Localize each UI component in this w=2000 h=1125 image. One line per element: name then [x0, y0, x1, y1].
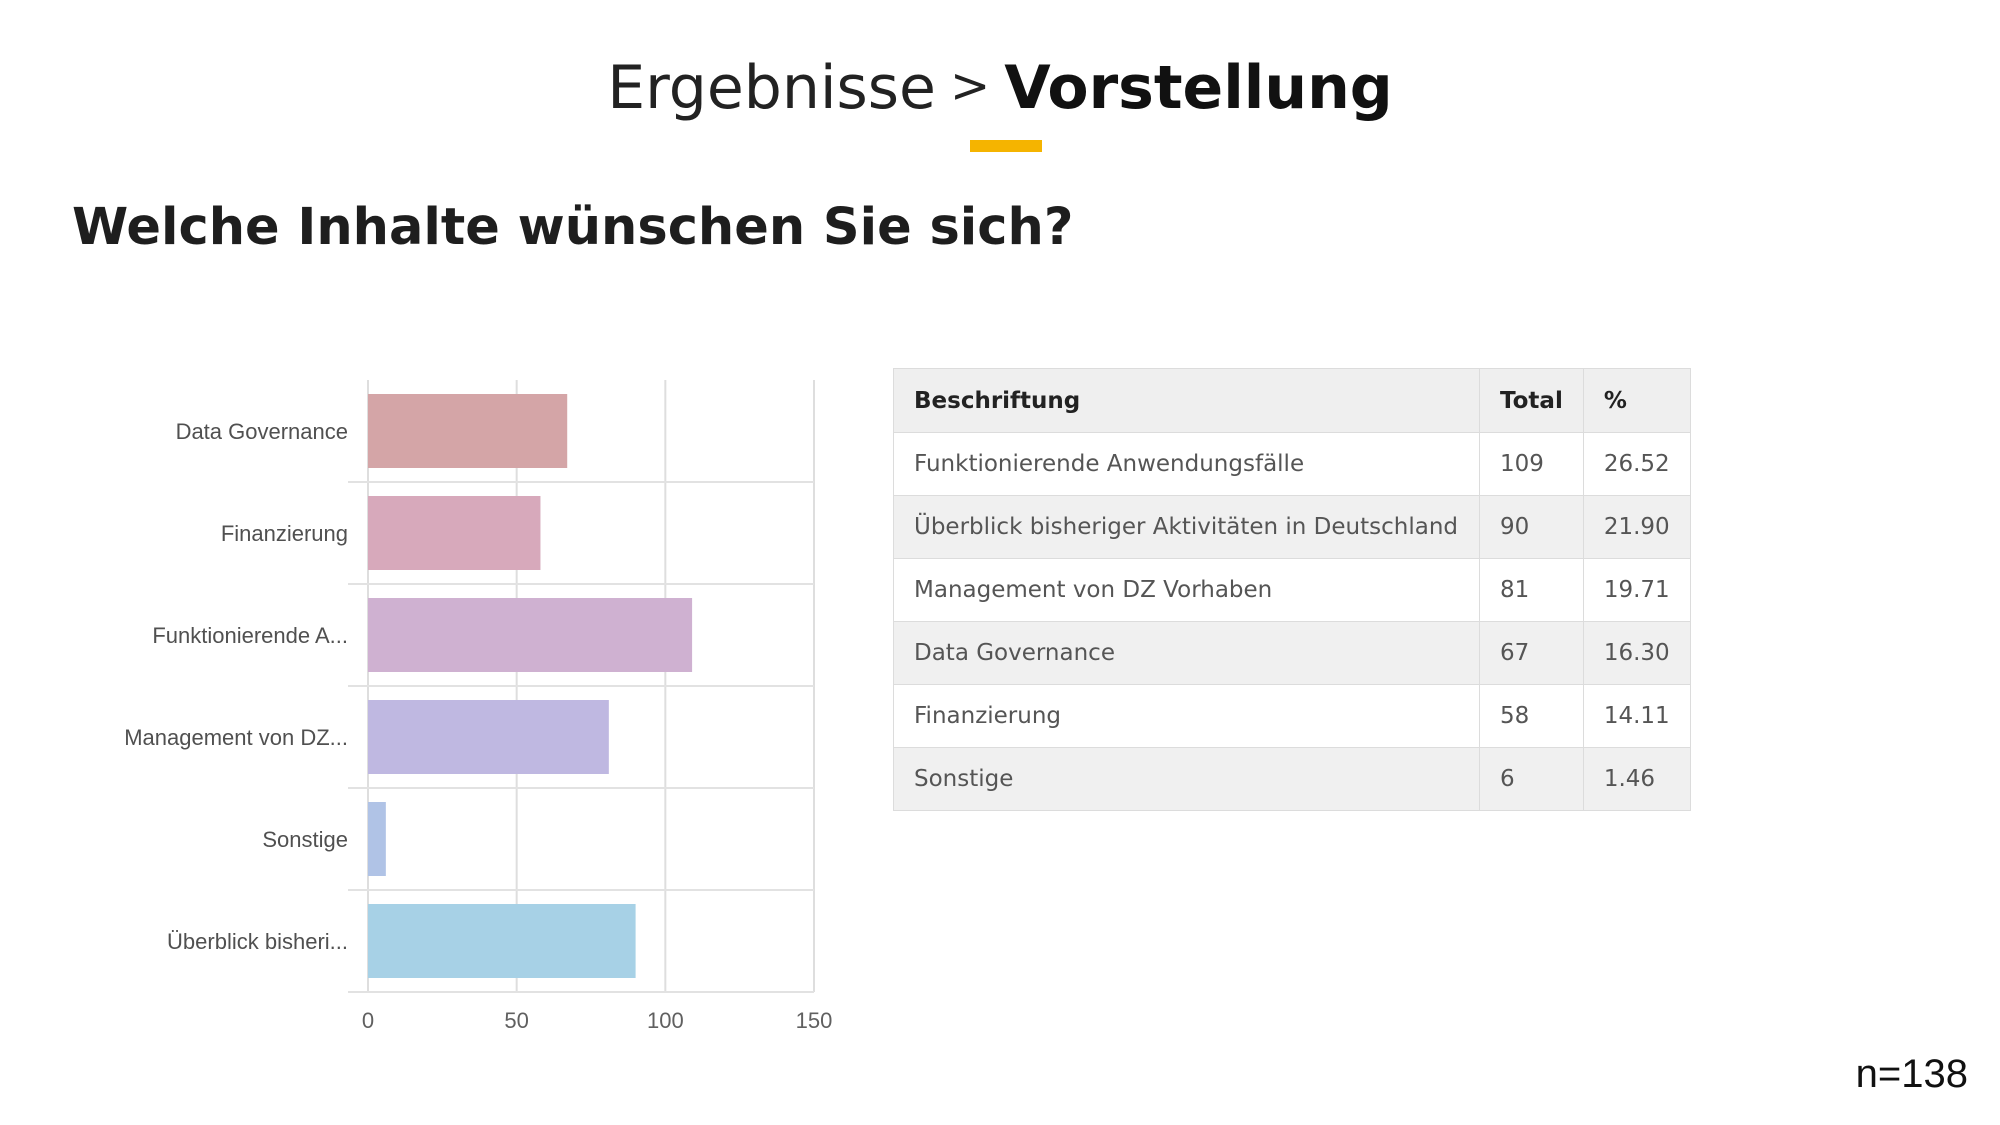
- row-percent: 26.52: [1582, 432, 1691, 496]
- row-total: 90: [1479, 495, 1584, 559]
- row-percent: 1.46: [1582, 747, 1691, 811]
- bar-chart: Data Governance Finanzierung Funktionieren…: [124, 380, 833, 1033]
- title-section: Ergebnisse: [607, 53, 936, 123]
- x-tick-label: 100: [647, 1008, 684, 1033]
- question-heading: Welche Inhalte wünschen Sie sich?: [72, 198, 1074, 257]
- page-title: Ergebnisse > Vorstellung: [0, 46, 2000, 128]
- table-row: Data Governance 67 16.30: [893, 621, 1691, 685]
- row-percent: 21.90: [1582, 495, 1691, 559]
- row-label: Finanzierung: [893, 684, 1480, 748]
- x-tick-label: 150: [796, 1008, 833, 1033]
- category-label: Funktionierende A...: [152, 623, 348, 648]
- header-percent: %: [1582, 368, 1691, 433]
- header-label: Beschriftung: [893, 368, 1480, 433]
- category-label: Data Governance: [176, 419, 348, 444]
- category-label: Finanzierung: [221, 521, 348, 546]
- row-label: Management von DZ Vorhaben: [893, 558, 1480, 622]
- title-separator: >: [949, 58, 991, 114]
- x-tick-label: 0: [362, 1008, 374, 1033]
- bar: [368, 700, 609, 774]
- row-label: Data Governance: [893, 621, 1480, 685]
- row-total: 67: [1479, 621, 1584, 685]
- title-accent-bar: [970, 140, 1042, 152]
- category-label: Sonstige: [262, 827, 348, 852]
- row-percent: 14.11: [1582, 684, 1691, 748]
- table-row: Finanzierung 58 14.11: [893, 684, 1691, 748]
- bar: [368, 394, 568, 468]
- bar: [368, 802, 386, 876]
- category-label: Überblick bisheri...: [167, 929, 348, 954]
- title-subsection: Vorstellung: [1004, 53, 1393, 123]
- table-row: Management von DZ Vorhaben 81 19.71: [893, 558, 1691, 622]
- row-total: 6: [1479, 747, 1584, 811]
- header-total: Total: [1479, 368, 1584, 433]
- x-tick-label: 50: [504, 1008, 528, 1033]
- row-total: 109: [1479, 432, 1584, 496]
- bar: [368, 496, 541, 570]
- table-row: Überblick bisheriger Aktivitäten in Deut…: [893, 495, 1691, 559]
- sample-size-note: n=138: [1855, 1052, 1968, 1096]
- row-total: 81: [1479, 558, 1584, 622]
- row-percent: 19.71: [1582, 558, 1691, 622]
- table-header-row: Beschriftung Total %: [893, 368, 1691, 433]
- table-row: Sonstige 6 1.46: [893, 747, 1691, 811]
- bar: [368, 904, 636, 978]
- results-table: Beschriftung Total % Funktionierende Anw…: [893, 368, 1691, 811]
- bar: [368, 598, 693, 672]
- row-label: Funktionierende Anwendungsfälle: [893, 432, 1480, 496]
- row-total: 58: [1479, 684, 1584, 748]
- row-percent: 16.30: [1582, 621, 1691, 685]
- table-row: Funktionierende Anwendungsfälle 109 26.5…: [893, 432, 1691, 496]
- row-label: Sonstige: [893, 747, 1480, 811]
- row-label: Überblick bisheriger Aktivitäten in Deut…: [893, 495, 1480, 559]
- category-label: Management von DZ...: [124, 725, 348, 750]
